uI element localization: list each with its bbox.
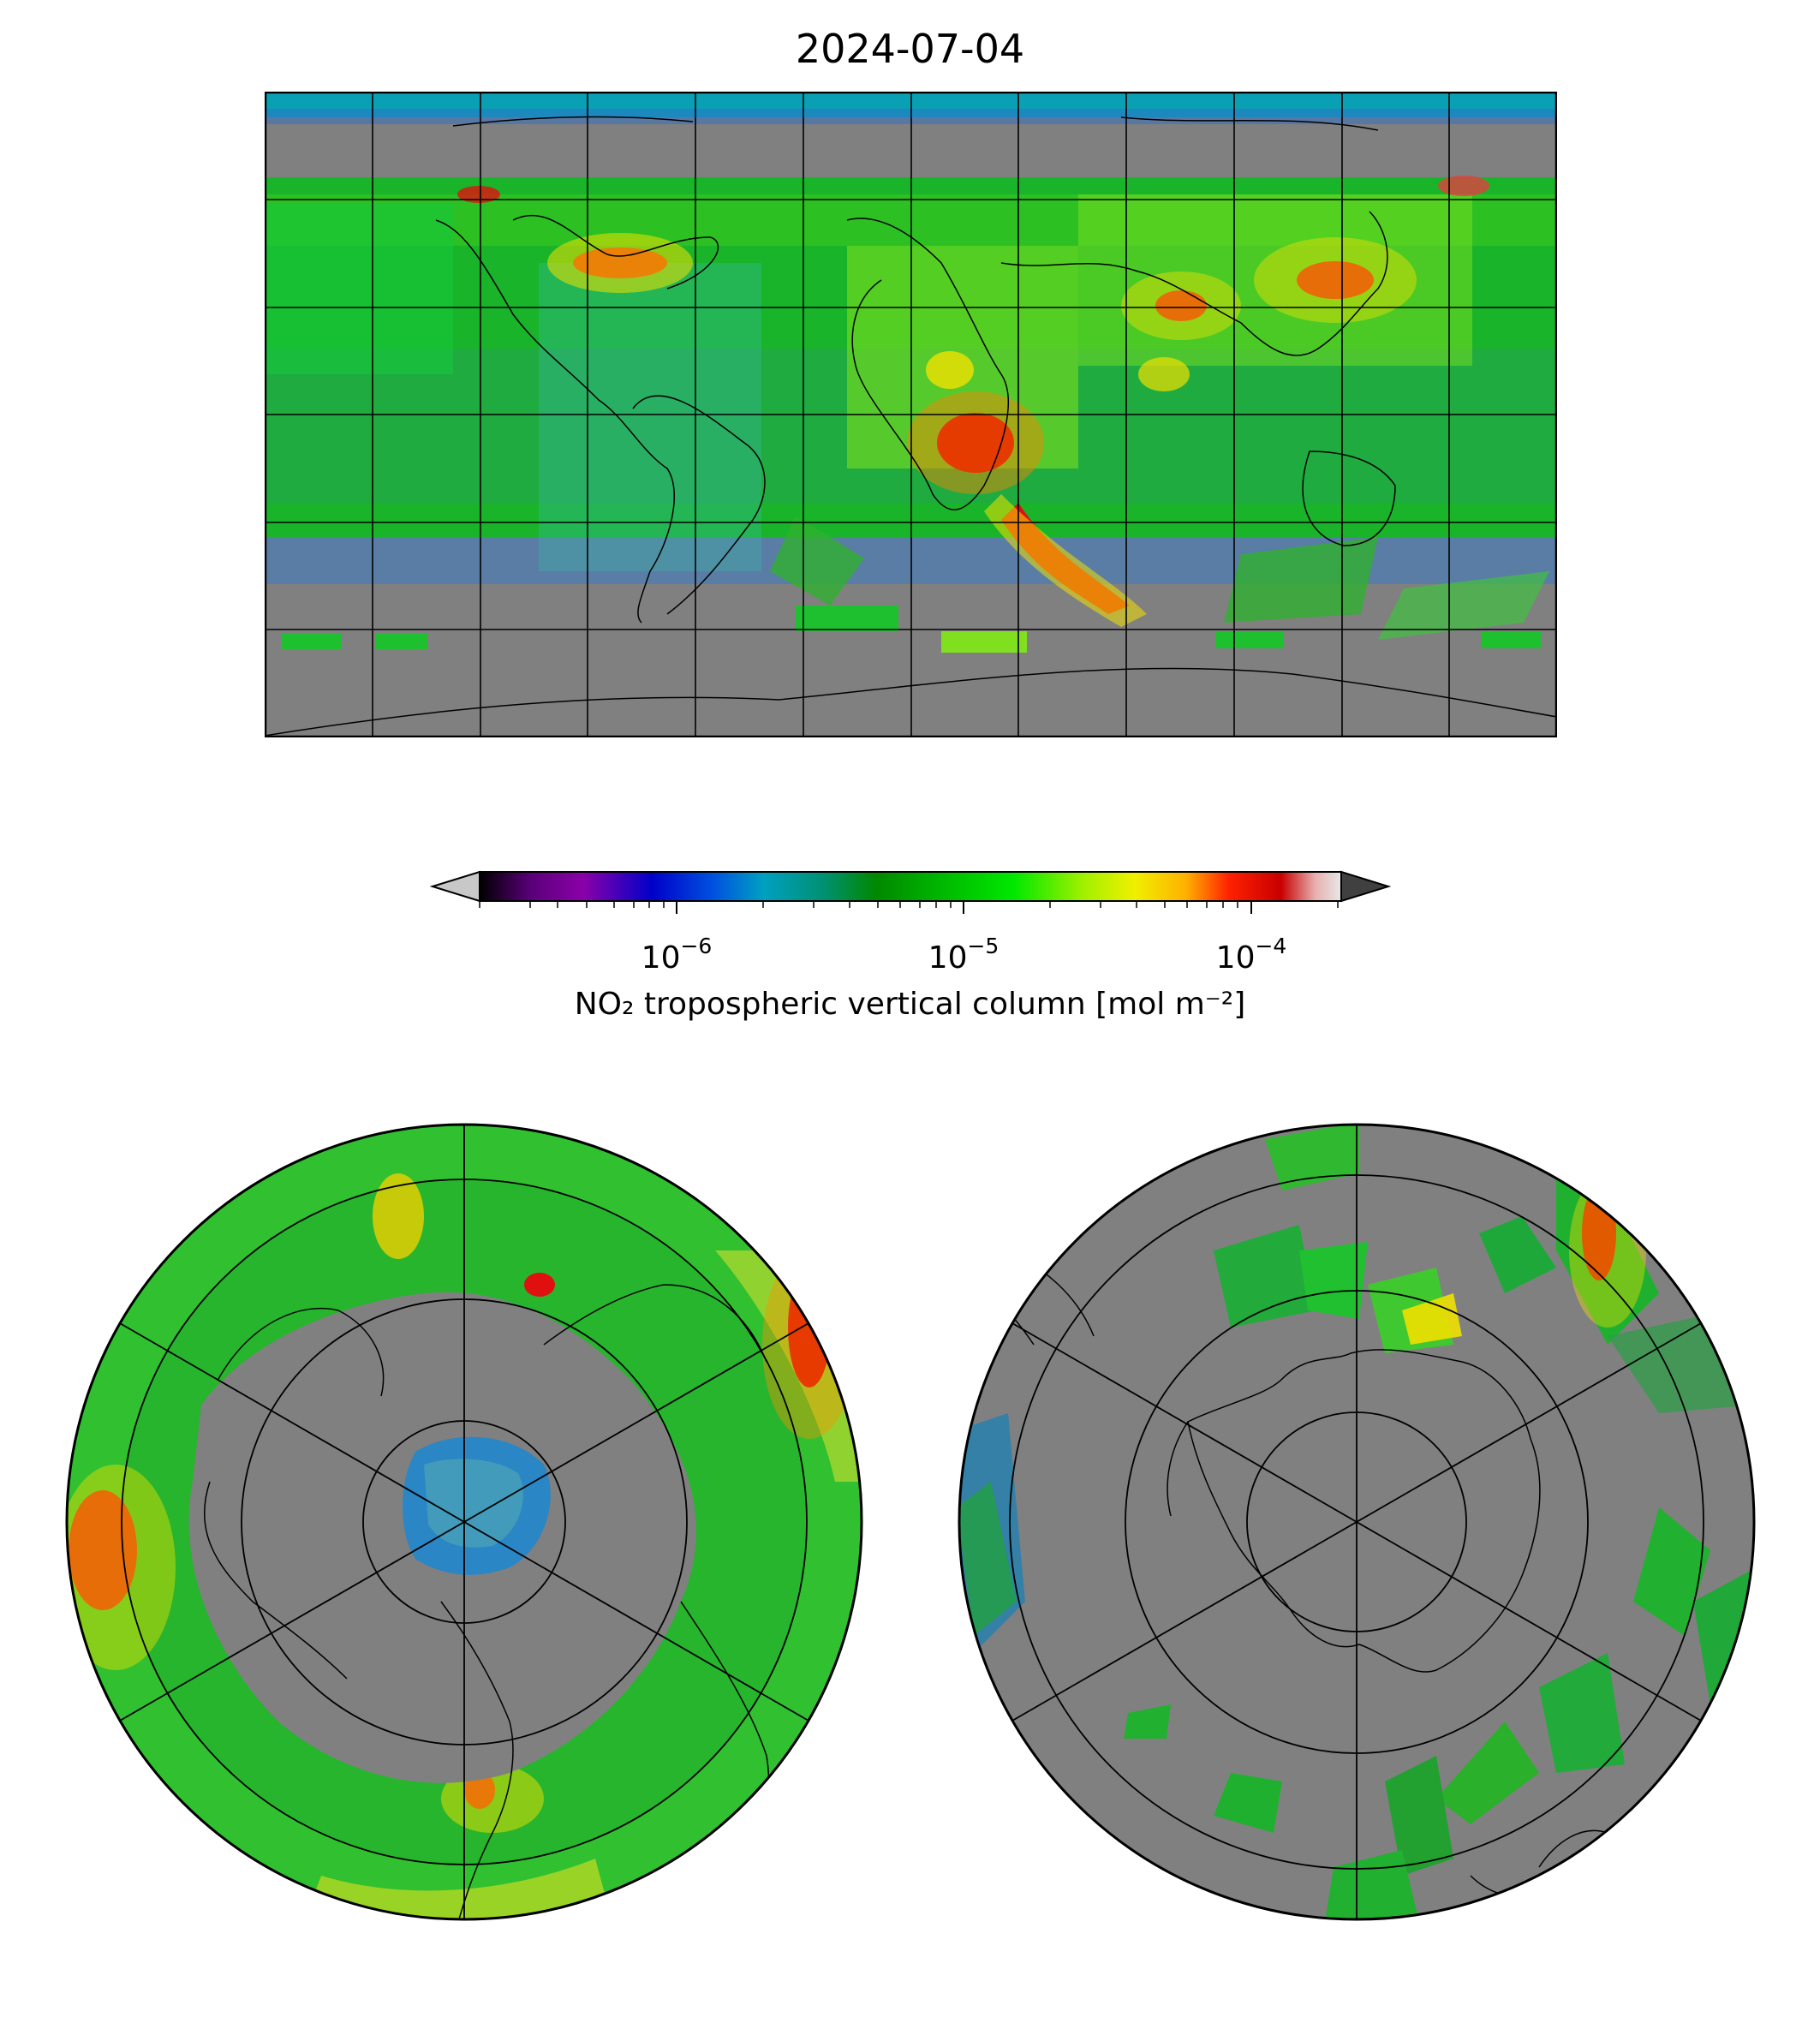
south-polar-map	[958, 1123, 1756, 1921]
colorbar-minor-ticks	[479, 901, 1339, 908]
north-polar-map	[65, 1123, 863, 1921]
global-gridlines	[265, 92, 1557, 737]
global-map	[265, 92, 1557, 737]
global-map-frame	[265, 92, 1557, 737]
colorbar-ticks	[676, 901, 1252, 914]
colorbar-over-extension	[1340, 870, 1392, 903]
colorbar-tick-label: 10−5	[928, 934, 1000, 976]
colorbar-under-extension	[429, 870, 480, 903]
south-map-frame	[958, 1123, 1756, 1921]
north-gridlines	[119, 1125, 809, 1919]
figure-title: 2024-07-04	[795, 26, 1025, 72]
colorbar-gradient	[479, 871, 1342, 902]
colorbar-tick-label: 10−6	[641, 934, 713, 976]
colorbar-tick-label: 10−4	[1215, 934, 1287, 976]
colorbar-label: NO₂ tropospheric vertical column [mol m⁻…	[574, 987, 1246, 1022]
south-gridlines	[1009, 1125, 1704, 1919]
north-map-frame	[65, 1123, 863, 1921]
colorbar	[429, 870, 1392, 914]
